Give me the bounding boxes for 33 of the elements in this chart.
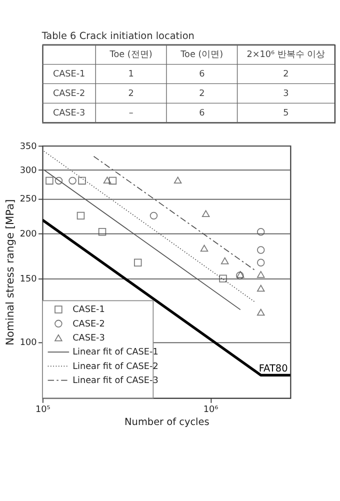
- category-label: CASE-1: [52, 70, 86, 80]
- category-label: CASE-3: [52, 108, 86, 119]
- text: –: [128, 108, 134, 119]
- category-label: Toe (전면): [108, 50, 152, 60]
- text: 3: [283, 89, 289, 100]
- x-axis-title: Number of cycles: [124, 417, 210, 428]
- legend-label: Linear fit of CASE-1: [72, 348, 158, 358]
- legend-label: CASE-2: [72, 319, 105, 330]
- x-tick-label: 10⁶: [203, 404, 219, 415]
- legend-label: Linear fit of CASE-3: [72, 376, 158, 386]
- text: 1: [128, 70, 134, 80]
- text: 6: [199, 108, 205, 119]
- text: 2: [199, 89, 205, 100]
- legend-label: CASE-3: [72, 334, 105, 344]
- category-label: 2×10⁶ 반복수 이상: [246, 50, 326, 60]
- text: 5: [283, 108, 289, 119]
- x-tick-label: 10⁵: [36, 404, 51, 415]
- y-axis-title: Nominal stress range [MPa]: [4, 199, 17, 346]
- y-tick-label: 300: [20, 166, 38, 176]
- text: 2: [283, 70, 289, 80]
- category-label: Toe (이면): [180, 50, 224, 60]
- y-tick-label: 350: [20, 142, 38, 152]
- text: 6: [199, 70, 205, 80]
- category-label: CASE-2: [52, 89, 86, 100]
- y-tick-label: 150: [20, 274, 38, 285]
- y-tick-label: 200: [20, 230, 38, 240]
- annotation: FAT80: [258, 363, 288, 374]
- text: Table 6 Crack initiation location: [40, 30, 194, 42]
- y-tick-label: 250: [20, 194, 38, 205]
- y-tick-label: 100: [20, 338, 38, 348]
- text: 2: [128, 89, 134, 100]
- legend-label: CASE-1: [72, 305, 105, 316]
- legend-label: Linear fit of CASE-2: [72, 362, 158, 372]
